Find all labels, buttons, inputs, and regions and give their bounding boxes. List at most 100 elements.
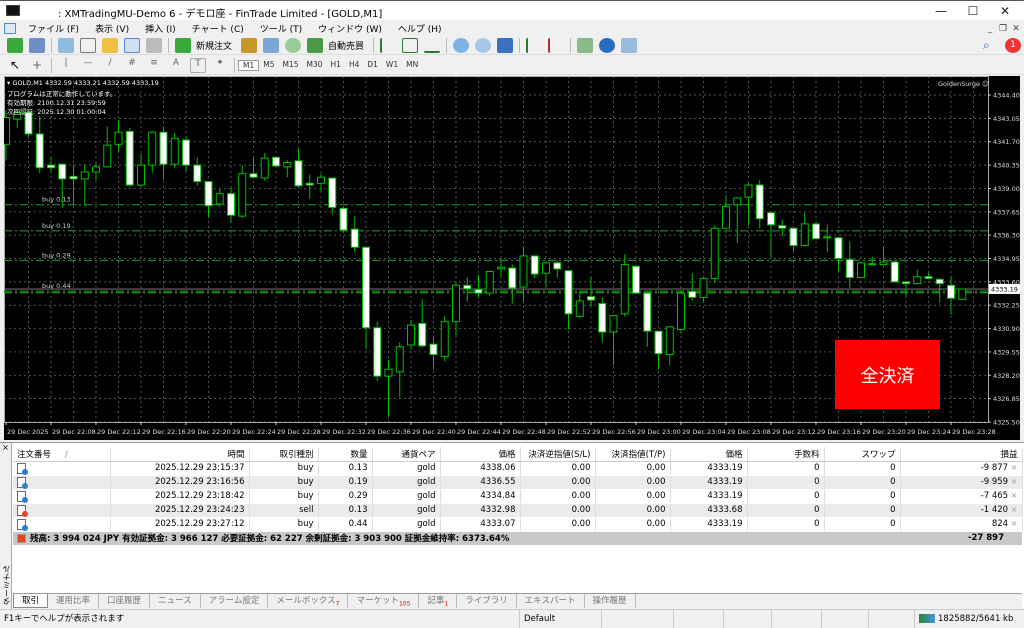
line-chart-icon[interactable] [424,38,441,53]
profile-name[interactable]: Default [520,609,602,628]
zoom-in-icon[interactable] [453,37,470,53]
timeframe-MN[interactable]: MN [406,59,419,69]
menu-item[interactable]: チャート (C) [191,24,244,35]
close-order-icon[interactable]: × [1010,519,1018,528]
order-row[interactable]: 2025.12.29 23:16:56 buy 0.19 gold 4336.55 0.0… [13,475,1023,490]
price-chart[interactable]: 4344.40 4343.05 4341.70 4340.35 4339.00 4337.… [4,76,1020,440]
terminal-tab[interactable]: 記事1 [419,594,458,608]
community-icon[interactable] [263,37,280,53]
menu-item[interactable]: 表示 (V) [95,24,130,35]
new-order-button[interactable]: 新規注文 [196,41,233,52]
mdi-restore-button[interactable]: ❐ [998,24,1008,34]
fibonacci-icon[interactable]: ≡ [150,57,158,68]
new-order-icon[interactable] [175,37,191,53]
connection-status[interactable]: 1825882/5641 kb [915,610,1017,628]
timeframe-M1[interactable]: M1 [238,59,260,71]
search-icon[interactable]: ⌕ [983,37,990,52]
menu-item[interactable]: ツール (T) [259,24,303,35]
timeframe-H1[interactable]: H1 [330,59,341,69]
column-header[interactable]: 損益 [900,447,1023,462]
market-watch-icon[interactable] [58,37,74,53]
close-order-icon[interactable]: × [1010,491,1018,500]
order-row[interactable]: 2025.12.29 23:15:37 buy 0.13 gold 4338.06 0.0… [13,461,1023,476]
column-header[interactable]: 決済逆指値(S/L) [520,447,596,462]
column-header[interactable]: 時間 [110,447,250,462]
terminal-tab[interactable]: マーケット105 [348,594,420,608]
terminal-tab[interactable]: アラーム設定 [201,594,269,608]
order-row[interactable]: 2025.12.29 23:24:23 sell 0.13 gold 4332.98 0.… [13,503,1023,518]
trendline-icon[interactable]: / [108,57,112,68]
column-header[interactable]: 手数料 [747,447,825,462]
auto-trading-button[interactable]: 自動売買 [328,41,365,52]
terminal-tab[interactable]: 口座履歴 [99,594,151,608]
templates-icon[interactable] [621,37,638,53]
close-order-icon[interactable]: × [1010,505,1018,514]
column-header[interactable]: 通貨ペア [372,447,441,462]
terminal-close-button[interactable]: × [2,443,9,452]
terminal-tab[interactable]: エキスパート [517,594,585,608]
column-header[interactable]: スワップ [824,447,901,462]
periods-icon[interactable] [599,37,616,53]
minimize-button[interactable]: — [935,4,947,18]
order-row[interactable]: 2025.12.29 23:18:42 buy 0.29 gold 4334.84 0.0… [13,489,1023,504]
arrows-icon[interactable]: ✦ [216,57,224,68]
menu-item[interactable]: ウィンドウ (W) [318,24,382,35]
text-icon[interactable]: A [172,57,180,68]
column-header[interactable]: 価格 [440,447,521,462]
text-label-icon[interactable]: T [190,57,206,73]
candlestick-icon[interactable] [402,37,419,53]
signals-icon[interactable] [285,37,302,53]
terminal-icon[interactable] [124,37,140,53]
column-header[interactable]: 注文番号 / [13,447,111,462]
close-window-button[interactable]: ✕ [999,4,1011,18]
terminal-tab[interactable]: 操作履歴 [585,594,636,608]
notifications-icon[interactable]: 1 [1005,37,1021,53]
maximize-button[interactable]: ☐ [967,4,979,18]
menu-item[interactable]: ファイル (F) [28,24,80,35]
horizontal-line-icon[interactable]: — [83,57,93,68]
chart-window[interactable]: 4344.40 4343.05 4341.70 4340.35 4339.00 4337.… [4,76,1020,440]
terminal-tab[interactable]: ニュース [150,594,201,608]
column-header[interactable]: 価格 [670,447,748,462]
chart-window-icon[interactable] [4,22,16,34]
close-order-icon[interactable]: × [1010,463,1018,472]
column-header[interactable]: 数量 [318,447,373,462]
cell-sl: 0.00 [520,461,596,476]
auto-scroll-icon[interactable] [526,37,542,53]
zoom-out-icon[interactable] [475,37,492,53]
terminal-tab[interactable]: ライブラリ [457,594,517,608]
bar-chart-icon[interactable] [380,37,396,53]
metaeditor-icon[interactable] [241,37,258,53]
terminal-tab[interactable]: 運用比率 [48,594,100,608]
timeframe-M30[interactable]: M30 [306,59,323,69]
timeframe-H4[interactable]: H4 [348,59,360,69]
chart-shift-icon[interactable] [548,37,564,53]
mdi-minimize-button[interactable]: _ [987,24,993,34]
data-window-icon[interactable] [80,37,96,53]
close-order-icon[interactable]: × [1010,477,1018,486]
timeframe-W1[interactable]: W1 [385,59,399,69]
navigator-icon[interactable] [102,37,118,53]
crosshair-icon[interactable]: + [31,57,43,72]
profiles-icon[interactable] [29,37,45,53]
menu-item[interactable]: 挿入 (I) [145,24,176,35]
indicators-icon[interactable] [577,37,594,53]
strategy-tester-icon[interactable] [146,37,162,53]
timeframe-M5[interactable]: M5 [263,59,275,69]
new-chart-icon[interactable] [7,37,23,53]
timeframe-D1[interactable]: D1 [367,59,378,69]
menu-item[interactable]: ヘルプ (H) [397,24,442,35]
order-row[interactable]: 2025.12.29 23:27:12 buy 0.44 gold 4333.07 0.0… [13,517,1023,532]
column-header[interactable]: 取引種別 [249,447,319,462]
vertical-line-icon[interactable]: | [64,57,68,68]
auto-trading-icon[interactable] [307,37,324,53]
mdi-close-button[interactable]: ✕ [1012,24,1020,34]
timeframe-M15[interactable]: M15 [282,59,299,69]
tile-windows-icon[interactable] [497,37,514,53]
column-header[interactable]: 決済指値(T/P) [595,447,671,462]
terminal-tab[interactable]: メールボックス7 [268,594,349,608]
terminal-tab[interactable]: 取引 [13,594,49,608]
cursor-icon[interactable]: ↖ [9,57,21,72]
close-all-button[interactable]: 全決済 [835,340,940,409]
channel-icon[interactable]: # [128,57,136,68]
